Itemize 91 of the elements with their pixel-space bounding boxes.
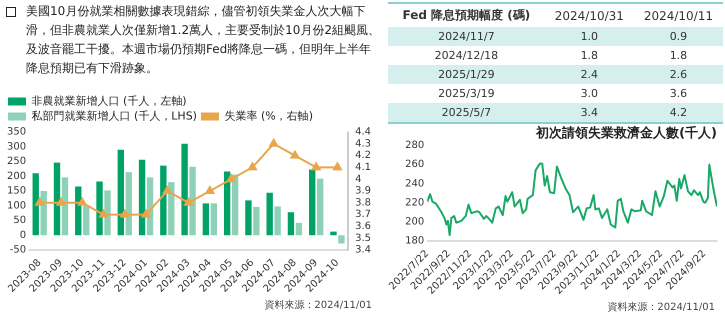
y2-tick-label: 3.8 bbox=[355, 197, 372, 208]
y2-tick-label: 4.4 bbox=[355, 126, 372, 138]
bar bbox=[253, 206, 260, 236]
point bbox=[333, 162, 342, 170]
point bbox=[99, 210, 108, 218]
category-label: 2024/12/18 bbox=[434, 49, 498, 62]
bar bbox=[274, 206, 281, 236]
y-tick-label: 200 bbox=[405, 216, 424, 228]
legend-label: 失業率 (%，右軸) bbox=[224, 109, 314, 122]
category-label: 2024/11/7 bbox=[438, 30, 495, 43]
bar bbox=[40, 190, 47, 236]
point bbox=[35, 198, 44, 206]
y2-tick-label: 4.1 bbox=[355, 162, 372, 173]
bar bbox=[202, 203, 210, 236]
text: 3.6 bbox=[670, 87, 688, 100]
bar bbox=[189, 166, 196, 236]
point bbox=[248, 162, 257, 170]
point bbox=[120, 210, 130, 218]
text: 美國10月份就業相關數據表現錯綜，儘管初領失業金人次大幅下滑，但非農就業人次僅新增1.2萬人，主要受制於10月份2組颶風、及波音罷工干擾。本週市場仍預期Fed將降息一碼，但明年上半年降息預期已有下滑跡象。 bbox=[26, 3, 381, 77]
bar bbox=[330, 232, 337, 236]
bar bbox=[296, 222, 302, 236]
text: 0.9 bbox=[670, 30, 688, 43]
y-tick-label: 150 bbox=[6, 186, 26, 197]
point bbox=[56, 198, 66, 206]
text: 1.8 bbox=[670, 49, 688, 62]
y2-tick-label: 4 bbox=[355, 174, 362, 185]
bar bbox=[232, 174, 238, 236]
text: 2.4 bbox=[580, 68, 598, 81]
y-tick-label: 100 bbox=[6, 200, 26, 212]
bar bbox=[338, 235, 345, 244]
category-label: 2025/5/7 bbox=[442, 106, 492, 119]
y2-tick-label: 3.9 bbox=[355, 186, 372, 197]
y-tick-label: 0 bbox=[20, 230, 26, 241]
y-tick-label: 240 bbox=[405, 178, 424, 190]
chart-title: 初次請領失業救濟金人數(千人) bbox=[535, 125, 717, 142]
bar bbox=[32, 173, 39, 236]
text: Fed 降息預期幅度 (碼) bbox=[402, 7, 532, 24]
bar bbox=[118, 150, 124, 236]
bar bbox=[245, 200, 252, 236]
y-tick-label: 260 bbox=[405, 159, 424, 170]
y-tick-label: 350 bbox=[6, 126, 26, 138]
y-tick-label: -50 bbox=[10, 244, 26, 256]
text: 4.2 bbox=[670, 106, 688, 119]
point bbox=[162, 186, 172, 194]
point bbox=[226, 174, 236, 182]
y2-tick-label: 3.5 bbox=[355, 232, 372, 244]
point bbox=[312, 162, 321, 170]
y-tick-label: 50 bbox=[13, 215, 26, 226]
bar bbox=[75, 186, 82, 236]
source-note: 資料來源：2024/11/01 bbox=[606, 300, 716, 314]
y2-tick-label: 3.6 bbox=[355, 220, 372, 232]
category-label: 2025/1/29 bbox=[438, 68, 495, 81]
y2-tick-label: 4.2 bbox=[355, 150, 372, 162]
bar bbox=[83, 206, 90, 236]
text: 3.0 bbox=[580, 87, 598, 100]
legend-label: 私部門就業新增人口 (千人，LHS) bbox=[32, 109, 197, 122]
bar bbox=[168, 182, 174, 236]
point bbox=[184, 198, 194, 206]
bar bbox=[288, 212, 294, 236]
text: 1.0 bbox=[580, 30, 598, 43]
point bbox=[78, 198, 87, 206]
y-tick-label: 200 bbox=[6, 170, 26, 182]
y-tick-label: 280 bbox=[405, 140, 424, 152]
source-note: 資料來源：2024/11/01 bbox=[263, 298, 373, 312]
category-label: 2024/10/31 bbox=[554, 8, 625, 24]
y-tick-label: 250 bbox=[6, 156, 26, 168]
point bbox=[290, 150, 300, 159]
bar bbox=[316, 178, 324, 236]
point bbox=[205, 186, 214, 194]
y-tick-label: 220 bbox=[405, 197, 424, 208]
bar bbox=[126, 172, 132, 236]
text: 2.6 bbox=[670, 68, 688, 81]
category-label: 2025/3/19 bbox=[438, 87, 495, 100]
y2-tick-label: 4.3 bbox=[355, 138, 372, 150]
bar bbox=[138, 160, 146, 236]
y-tick-label: 300 bbox=[6, 141, 26, 152]
y2-tick-label: 3.4 bbox=[355, 244, 372, 256]
bar bbox=[160, 166, 167, 236]
text: 1.8 bbox=[580, 49, 598, 62]
y2-tick-label: 3.7 bbox=[355, 209, 372, 220]
y-tick-label: 180 bbox=[405, 235, 424, 246]
point bbox=[269, 138, 278, 147]
category-label: 2024/10/11 bbox=[642, 8, 714, 24]
bar bbox=[309, 169, 316, 236]
bar bbox=[181, 144, 188, 236]
bar bbox=[210, 203, 218, 236]
point bbox=[142, 210, 151, 218]
legend-label: 非農就業新增人口 (千人，左軸) bbox=[32, 94, 187, 108]
bar bbox=[224, 172, 230, 236]
bar bbox=[266, 192, 273, 236]
text: 3.4 bbox=[580, 106, 598, 119]
